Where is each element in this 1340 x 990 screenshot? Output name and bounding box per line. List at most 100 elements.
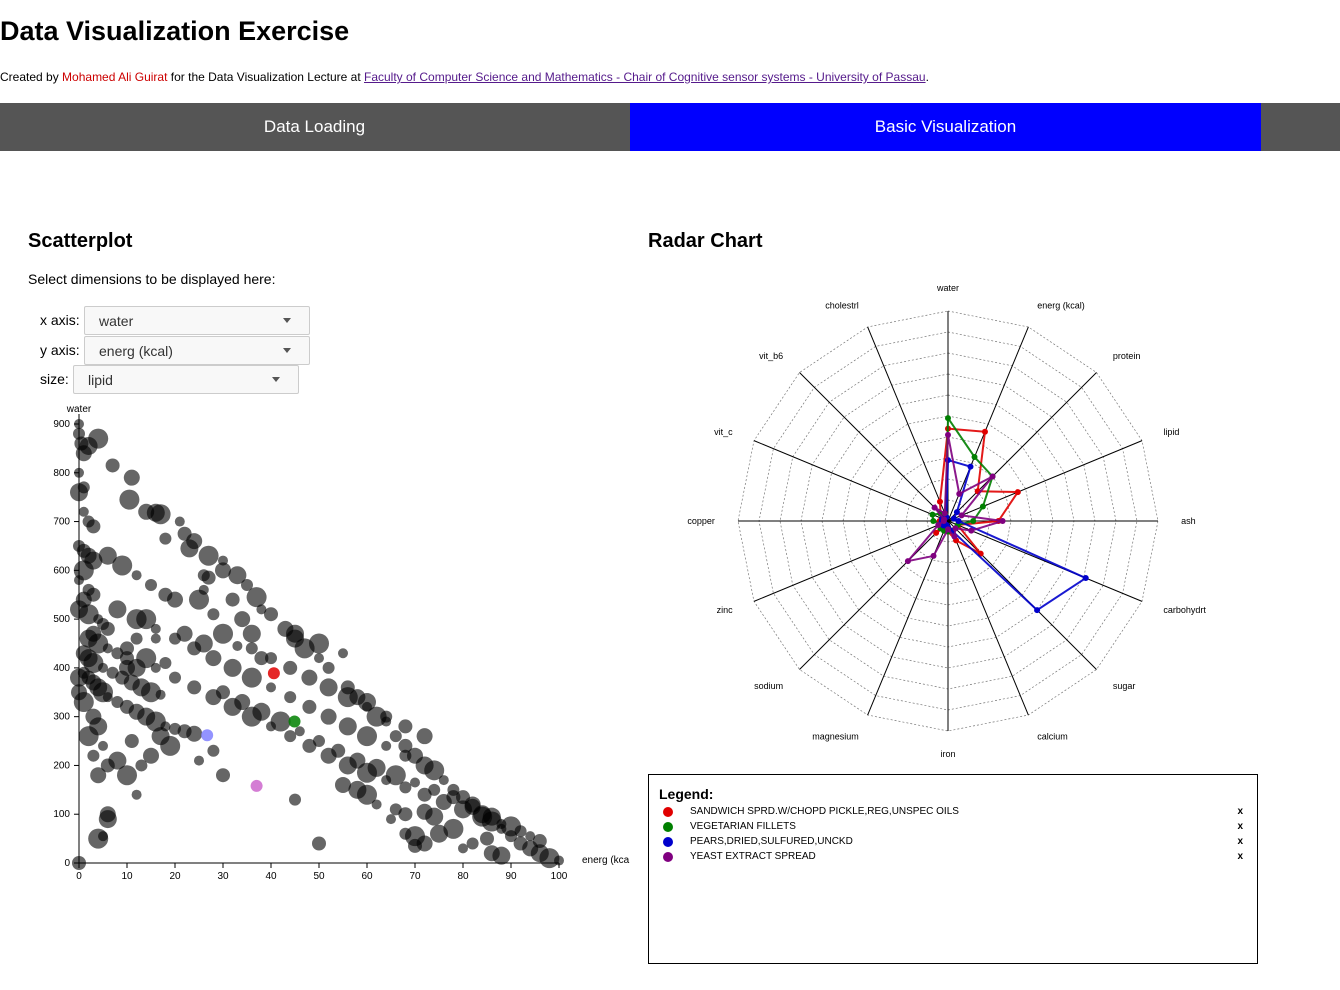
scatter-point: [207, 608, 220, 621]
scatter-point: [88, 428, 109, 449]
radar-point: [953, 509, 960, 516]
scatter-point: [215, 562, 231, 579]
radar-point: [931, 504, 938, 511]
scatter-point: [98, 831, 108, 842]
scatter-point: [554, 855, 564, 866]
x-axis-select[interactable]: water: [84, 306, 310, 335]
page-title: Data Visualization Exercise: [0, 16, 350, 46]
tab-bar: Data Loading Basic Visualization: [0, 103, 1340, 151]
scatter-point: [120, 641, 134, 656]
scatter-point: [223, 697, 242, 716]
radar-axis-line: [753, 520, 949, 602]
radar-axis-label: cholestrl: [825, 301, 859, 311]
radar-axis-line: [799, 372, 949, 522]
scatter-point: [357, 784, 377, 805]
scatter-point: [98, 740, 108, 751]
scatter-point: [86, 519, 101, 534]
legend-title: Legend:: [659, 786, 714, 802]
scatter-point: [283, 660, 298, 675]
radar-axis-label: calcium: [1037, 731, 1068, 741]
radar-axis-label: ash: [1181, 516, 1196, 526]
scatter-point: [266, 682, 276, 693]
remove-item-button[interactable]: x: [1237, 821, 1243, 832]
scatter-point: [169, 671, 181, 684]
highlighted-point: [267, 667, 280, 680]
radar-axis-line: [753, 440, 949, 522]
scatter-point: [123, 469, 140, 486]
scatter-point: [108, 600, 127, 619]
tab-data-loading[interactable]: Data Loading: [0, 103, 629, 151]
y-tick-label: 900: [53, 419, 70, 430]
scatter-point: [176, 625, 193, 642]
remove-item-button[interactable]: x: [1237, 806, 1243, 817]
highlighted-point: [201, 729, 214, 742]
radar-point: [936, 498, 943, 505]
scatterplot-chart[interactable]: 0 10 20 30 40 50 60 70 80 90 100 0 100 200 300 400 500 60…: [0, 400, 640, 890]
legend-item-name: VEGETARIAN FILLETS: [690, 821, 796, 832]
scatter-point: [159, 657, 172, 670]
radar-axis-label: energ (kcal): [1037, 301, 1085, 311]
radar-chart[interactable]: water energ (kcal) protein lipid ash carbohyd…: [648, 270, 1248, 770]
scatter-point: [335, 776, 351, 793]
scatter-point: [205, 650, 222, 667]
scatter-point: [187, 680, 202, 695]
radar-axis-line: [867, 326, 949, 522]
credit-line: Created by Mohamed Ali Guirat for the Da…: [0, 70, 929, 84]
scatter-point: [141, 682, 161, 703]
scatter-point: [223, 658, 242, 677]
scatter-point: [254, 651, 269, 666]
scatter-point: [98, 810, 117, 829]
x-tick-label: 0: [76, 871, 82, 882]
scatter-point: [198, 584, 209, 595]
scatter-point: [216, 768, 230, 783]
scatter-point: [198, 545, 219, 566]
legend-dot: [663, 837, 673, 847]
scatter-point: [234, 611, 251, 628]
remove-item-button[interactable]: x: [1237, 851, 1243, 862]
scatter-point: [242, 624, 261, 643]
scatter-point: [70, 483, 88, 502]
legend-item: PEARS,DRIED,SULFURED,UNCKD x: [663, 835, 1253, 850]
scatter-point: [539, 848, 560, 869]
size-select[interactable]: lipid: [73, 365, 299, 394]
scatter-point: [472, 806, 493, 827]
remove-item-button[interactable]: x: [1237, 836, 1243, 847]
scatter-point: [338, 756, 357, 775]
credit-middle: for the Data Visualization Lecture at: [167, 70, 364, 84]
scatter-point: [381, 775, 392, 786]
scatter-point: [320, 708, 337, 725]
y-axis-title: water: [66, 404, 92, 415]
faculty-link[interactable]: Faculty of Computer Science and Mathemat…: [364, 70, 926, 84]
y-axis-select[interactable]: energ (kcal): [84, 336, 310, 365]
scatter-point: [320, 747, 337, 764]
scatter-point: [100, 621, 115, 636]
scatter-point: [119, 489, 140, 510]
radar-point: [930, 518, 937, 524]
x-tick-label: 70: [409, 871, 421, 882]
radar-point: [999, 518, 1006, 524]
scatter-point: [205, 689, 222, 706]
legend-item: SANDWICH SPRD.W/CHOPD PICKLE,REG,UNSPEC …: [663, 805, 1253, 820]
scatter-point: [245, 642, 258, 655]
tab-basic-visualization[interactable]: Basic Visualization: [630, 103, 1261, 151]
scatter-point: [102, 643, 113, 654]
scatter-point: [143, 747, 159, 764]
radar-axis-line: [947, 520, 1029, 716]
scatter-point: [241, 667, 262, 688]
scatter-point: [454, 800, 472, 819]
radar-axis-label: protein: [1113, 351, 1141, 361]
x-tick-label: 100: [551, 871, 568, 882]
radar-point: [945, 415, 951, 422]
y-tick-label: 300: [53, 712, 70, 723]
radar-point: [950, 515, 957, 522]
scatterplot-title: Scatterplot: [28, 230, 133, 252]
x-tick-label: 90: [505, 871, 517, 882]
scatter-point: [136, 648, 157, 669]
scatter-point: [480, 831, 494, 846]
scatter-point: [241, 706, 262, 727]
radar-axis-label: carbohydrt: [1163, 605, 1206, 615]
legend-dot: [663, 807, 673, 817]
scatter-point: [284, 691, 297, 704]
scatter-point: [264, 607, 278, 622]
scatter-point: [380, 710, 393, 723]
